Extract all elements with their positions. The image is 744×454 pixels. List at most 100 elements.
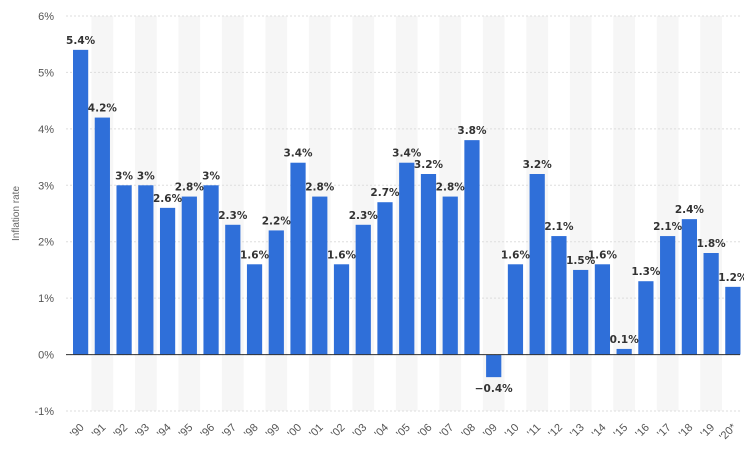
x-tick-label: '16 bbox=[633, 422, 652, 441]
bar bbox=[681, 219, 697, 355]
x-tick-label: '91 bbox=[90, 422, 109, 441]
x-tick-label: '18 bbox=[677, 422, 696, 441]
bar bbox=[399, 162, 415, 355]
data-label: 3% bbox=[137, 170, 155, 182]
y-tick-label: 2% bbox=[38, 237, 54, 249]
data-label: 1.5% bbox=[566, 255, 596, 267]
x-tick-label: '98 bbox=[242, 422, 261, 441]
x-tick-label: '08 bbox=[459, 422, 478, 441]
y-tick-label: 5% bbox=[38, 67, 54, 79]
y-tick-label: 4% bbox=[38, 124, 54, 136]
band-25 bbox=[613, 16, 636, 411]
bar bbox=[616, 348, 632, 355]
data-label: 2.3% bbox=[218, 210, 248, 222]
bar bbox=[551, 236, 567, 355]
x-tick-label: '95 bbox=[177, 422, 196, 441]
data-label: 3% bbox=[202, 170, 220, 182]
x-tick-label: '00 bbox=[286, 422, 305, 441]
data-label: 3.2% bbox=[523, 159, 553, 171]
data-label: 2.4% bbox=[675, 204, 705, 216]
x-tick-label: '94 bbox=[155, 422, 174, 441]
data-label: 2.8% bbox=[305, 182, 335, 194]
x-tick-label: '05 bbox=[394, 422, 413, 441]
y-tick-label: 0% bbox=[38, 350, 54, 362]
data-label: 5.4% bbox=[66, 35, 96, 47]
bar bbox=[660, 236, 676, 355]
bar bbox=[725, 286, 741, 355]
x-tick-label: '19 bbox=[699, 422, 718, 441]
y-tick-label: 3% bbox=[38, 180, 54, 192]
y-axis-ticks: -1% 0% 1% 2% 3% 4% 5% 6% bbox=[34, 11, 54, 418]
x-tick-label: '96 bbox=[199, 422, 218, 441]
x-tick-label: '07 bbox=[438, 422, 457, 441]
x-tick-label: '15 bbox=[612, 422, 631, 441]
bar bbox=[159, 207, 176, 355]
data-label: 3.2% bbox=[414, 159, 444, 171]
bar bbox=[246, 264, 263, 355]
bar bbox=[703, 253, 719, 355]
bar bbox=[442, 196, 458, 355]
bar bbox=[225, 224, 241, 355]
bar bbox=[420, 174, 437, 355]
bar bbox=[507, 264, 524, 355]
y-tick-label: -1% bbox=[34, 406, 54, 418]
bar bbox=[73, 49, 89, 355]
y-axis-title: Inflation rate bbox=[11, 186, 22, 241]
x-tick-label: '06 bbox=[416, 422, 435, 441]
x-tick-label: '10 bbox=[503, 422, 522, 441]
data-label: −0.4% bbox=[475, 383, 513, 395]
data-label: 0.1% bbox=[610, 334, 640, 346]
data-labels: 5.4%4.2%3% 3%2.6%2.8%3%2.3%1.6%2.2%3.4%2.… bbox=[66, 35, 744, 395]
x-tick-label: '13 bbox=[568, 422, 587, 441]
x-tick-label: '12 bbox=[546, 422, 565, 441]
x-tick-label: '03 bbox=[351, 422, 370, 441]
bar bbox=[268, 230, 284, 355]
x-tick-label: '17 bbox=[655, 422, 674, 441]
x-tick-label: '02 bbox=[329, 422, 348, 441]
data-label: 2.1% bbox=[653, 221, 683, 233]
data-label: 1.6% bbox=[327, 249, 357, 261]
bar bbox=[333, 264, 350, 355]
data-label: 2.1% bbox=[544, 221, 574, 233]
x-tick-label: '14 bbox=[590, 422, 609, 441]
x-tick-label: '97 bbox=[220, 422, 239, 441]
data-label: 2.7% bbox=[370, 187, 400, 199]
data-label: 3.4% bbox=[283, 148, 313, 160]
y-tick-label: 6% bbox=[38, 11, 54, 23]
x-tick-label: '11 bbox=[525, 422, 543, 440]
data-label: 2.3% bbox=[349, 210, 379, 222]
x-tick-label: '99 bbox=[264, 422, 283, 441]
data-label: 3.4% bbox=[392, 148, 422, 160]
bar bbox=[181, 196, 197, 355]
x-axis-ticks: '90'91'92'93'94'95'96'97'98'99'00'01'02 '… bbox=[68, 421, 739, 443]
x-tick-label: '04 bbox=[372, 422, 391, 441]
bar bbox=[203, 185, 219, 355]
bar bbox=[486, 354, 502, 378]
bar bbox=[138, 185, 154, 355]
bar bbox=[464, 140, 480, 355]
data-label: 1.8% bbox=[697, 238, 727, 250]
data-label: 2.8% bbox=[436, 182, 466, 194]
data-label: 4.2% bbox=[88, 103, 118, 115]
data-label: 1.6% bbox=[588, 249, 618, 261]
data-label: 1.3% bbox=[631, 266, 661, 278]
bar bbox=[290, 162, 306, 355]
x-tick-label: '09 bbox=[481, 422, 500, 441]
bar bbox=[594, 264, 611, 355]
data-label: 2.8% bbox=[175, 182, 205, 194]
data-label: 3.8% bbox=[457, 125, 487, 137]
x-tick-label: '93 bbox=[133, 422, 152, 441]
bar bbox=[377, 202, 393, 355]
y-tick-label: 1% bbox=[38, 293, 54, 305]
band-19 bbox=[482, 16, 505, 411]
data-label: 1.6% bbox=[240, 249, 270, 261]
data-label: 1.2% bbox=[718, 272, 744, 284]
bar bbox=[355, 224, 371, 355]
data-label: 3% bbox=[115, 170, 133, 182]
bar bbox=[573, 269, 589, 355]
bar bbox=[312, 196, 328, 355]
x-tick-label: '01 bbox=[307, 422, 326, 441]
data-label: 2.6% bbox=[153, 193, 183, 205]
